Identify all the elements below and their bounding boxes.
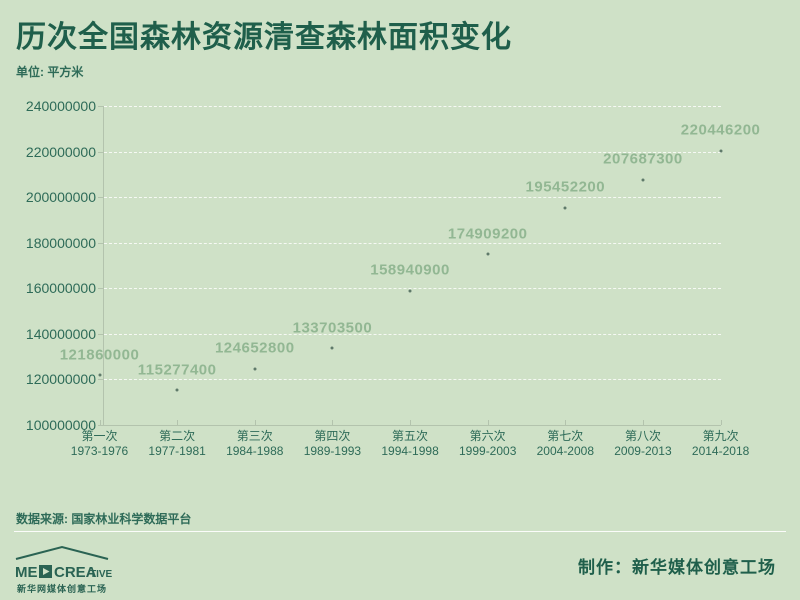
x-axis-category-label: 第八次 2009-2013: [614, 429, 671, 459]
data-point: [563, 206, 567, 209]
x-axis-tick-mark: [565, 420, 567, 425]
y-axis-tick-label: 100000000: [25, 417, 96, 433]
category-name: 第八次: [624, 429, 661, 443]
x-axis-category-label: 第六次 1999-2003: [459, 429, 516, 459]
x-axis-category-label: 第四次 1989-1993: [304, 429, 361, 459]
y-gridline: [104, 379, 721, 381]
category-years: 1989-1993: [303, 444, 362, 458]
y-axis-tick-label: 140000000: [25, 325, 96, 342]
category-years: 2009-2013: [614, 444, 672, 458]
data-point-value-label: 124652800: [214, 339, 295, 357]
logo-roof-icon: [15, 545, 109, 560]
x-axis-category-label: 第五次 1994-1998: [381, 429, 438, 459]
category-years: 1999-2003: [458, 444, 517, 458]
category-years: 1977-1981: [148, 444, 206, 458]
y-axis-tick-mark: [98, 379, 103, 381]
x-axis-category-label: 第三次 1984-1988: [226, 429, 283, 459]
logo-brand-crea: CREA: [54, 564, 97, 581]
y-axis-line: [103, 106, 104, 425]
y-axis-tick-label: 240000000: [25, 98, 96, 114]
x-axis-line: [98, 425, 721, 426]
logo-subtitle: 新华网媒体创意工场: [17, 583, 107, 594]
y-axis-tick-mark: [98, 151, 103, 153]
category-name: 第五次: [392, 429, 429, 443]
data-source-label: 数据来源: 国家林业科学数据平台: [16, 512, 192, 526]
logo-play-triangle-icon: [43, 568, 50, 575]
category-years: 1984-1988: [226, 444, 284, 458]
data-point-value-label: 220446200: [680, 121, 761, 139]
y-axis-tick-mark: [98, 242, 103, 244]
y-axis-tick-mark: [98, 288, 103, 290]
category-years: 2014-2018: [691, 444, 750, 458]
data-point-value-label: 115277400: [137, 361, 217, 379]
y-axis-tick-label: 220000000: [25, 143, 96, 160]
x-axis-tick-mark: [487, 420, 489, 425]
data-point: [175, 388, 179, 392]
x-axis-tick-mark: [99, 420, 101, 425]
data-point-value-label: 133703500: [292, 319, 373, 337]
credit-label: 制作：新华媒体创意工场: [578, 558, 776, 577]
medcreative-logo: ME CREA TIVE 新华网媒体创意工场: [15, 545, 112, 594]
y-gridline: [104, 288, 721, 290]
y-axis-tick-label: 160000000: [25, 280, 96, 297]
x-axis-category-label: 第一次 1973-1976: [71, 429, 128, 459]
x-axis-tick-mark: [720, 420, 722, 425]
x-axis-tick-mark: [177, 420, 179, 425]
data-point: [98, 373, 101, 377]
data-point: [330, 346, 334, 350]
data-point-value-label: 195452200: [525, 178, 606, 196]
category-name: 第六次: [469, 429, 506, 443]
data-point: [719, 149, 723, 153]
y-axis-tick-mark: [98, 106, 103, 107]
y-gridline: [104, 333, 721, 335]
data-point-value-label: 174909200: [447, 225, 528, 243]
category-years: 1994-1998: [381, 444, 439, 458]
x-axis-tick-mark: [642, 420, 644, 425]
footer-divider: [14, 531, 786, 532]
logo-brand-me: ME: [15, 564, 38, 581]
y-axis-tick-mark: [98, 197, 103, 199]
unit-label: 单位: 平方米: [16, 65, 84, 79]
y-axis-tick-label: 120000000: [25, 371, 96, 388]
category-name: 第七次: [547, 429, 584, 443]
data-point: [253, 367, 257, 371]
page-title: 历次全国森林资源清查森林面积变化: [16, 21, 512, 54]
x-axis-category-label: 第九次 2014-2018: [692, 429, 749, 459]
x-axis-category-label: 第二次 1977-1981: [148, 429, 205, 459]
data-point: [408, 289, 412, 293]
y-gridline: [104, 197, 721, 199]
y-gridline: [104, 151, 721, 153]
y-axis-tick-mark: [98, 333, 103, 335]
x-axis-tick-mark: [332, 420, 334, 425]
category-name: 第二次: [159, 429, 196, 443]
y-gridline: [104, 242, 721, 244]
y-axis-tick-label: 180000000: [25, 234, 96, 251]
x-axis-category-label: 第七次 2004-2008: [537, 429, 594, 459]
data-point-value-label: 207687300: [603, 150, 683, 168]
x-axis-tick-mark: [254, 420, 256, 425]
category-years: 1973-1976: [70, 444, 129, 458]
logo-brand-tive: TIVE: [90, 569, 112, 580]
category-name: 第三次: [236, 429, 273, 443]
data-point-value-label: 158940900: [370, 261, 450, 279]
data-point: [486, 252, 490, 256]
y-gridline: [104, 106, 721, 107]
data-point-value-label: 121860000: [59, 346, 140, 364]
category-name: 第四次: [314, 429, 351, 443]
category-years: 2004-2008: [536, 444, 595, 458]
category-name: 第一次: [81, 429, 118, 443]
data-point: [641, 178, 645, 182]
y-axis-tick-label: 200000000: [25, 189, 96, 206]
category-name: 第九次: [702, 429, 739, 443]
x-axis-tick-mark: [410, 420, 412, 425]
